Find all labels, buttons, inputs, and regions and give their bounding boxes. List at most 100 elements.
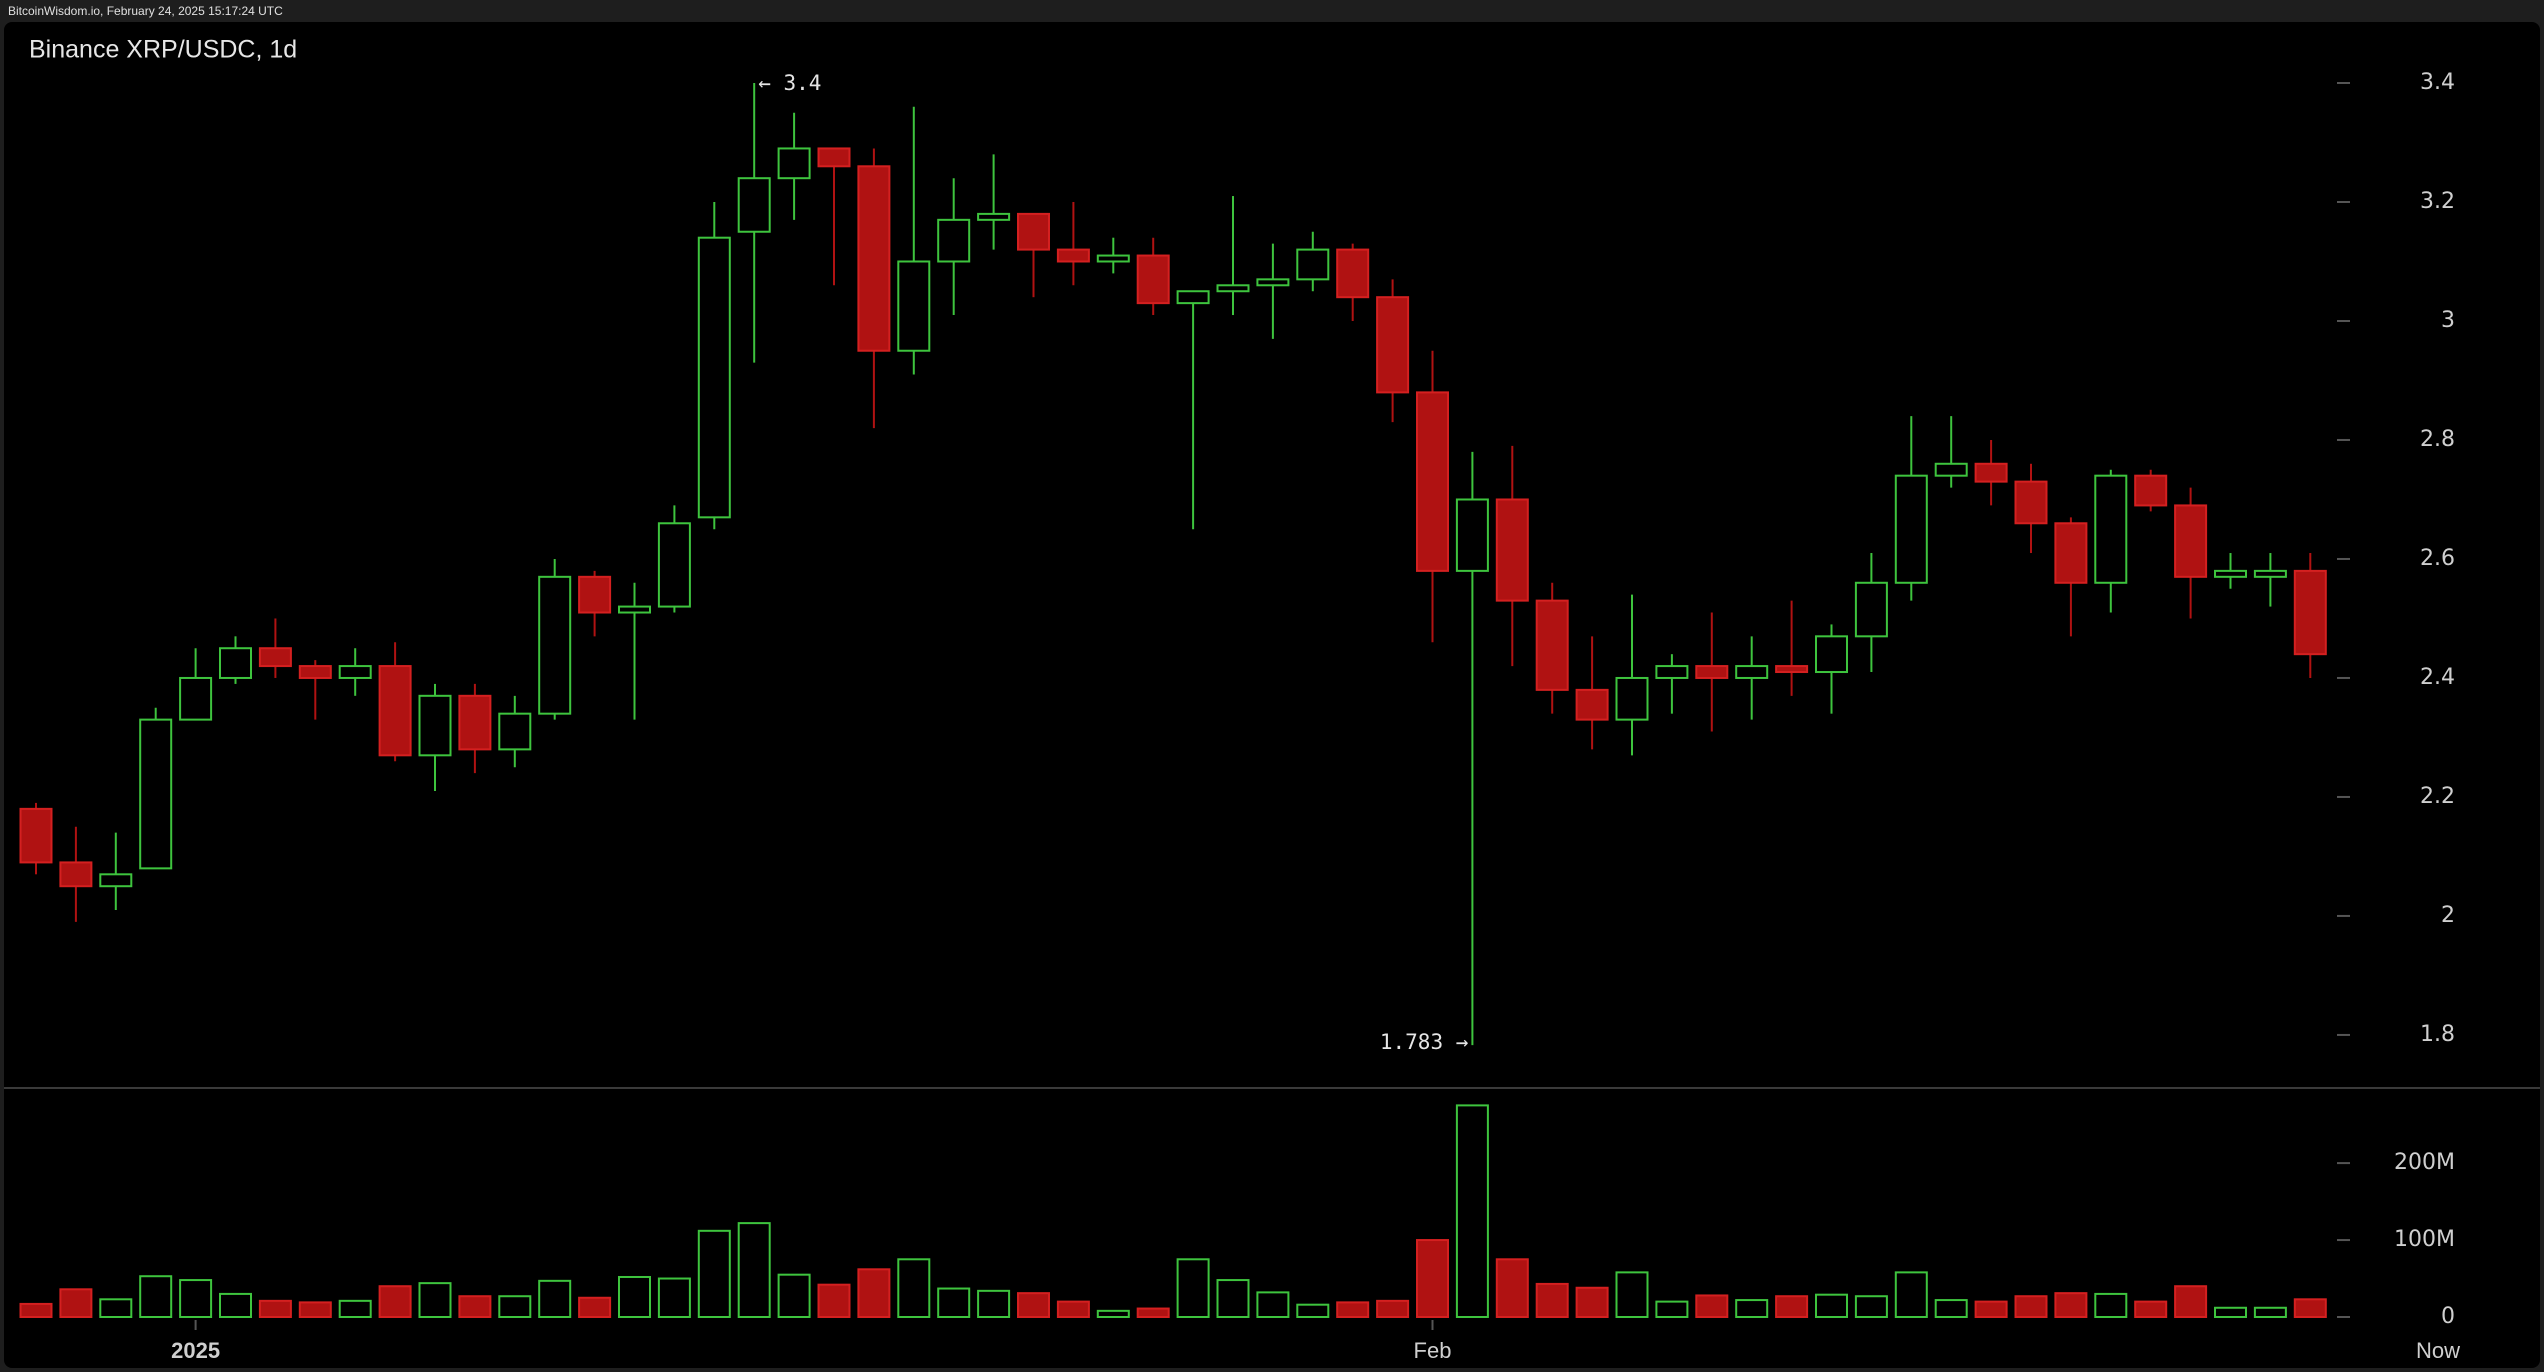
y-tick-label: 2.6 [2420,546,2455,571]
volume-bar [1974,1300,2008,1319]
candle-body [737,177,771,233]
volume-bar [1017,1292,1050,1318]
plot-background [4,22,2540,1368]
volume-bar [737,1222,771,1319]
volume-bar [977,1289,1011,1318]
volume-bar [418,1282,452,1318]
volume-bar [1296,1303,1330,1318]
candle-body [1056,248,1090,263]
volume-bar [19,1302,53,1319]
volume-bar [1894,1271,1928,1319]
volume-bar [817,1283,851,1319]
candle-body [1176,290,1210,305]
candle-body [179,676,213,721]
volume-bar [578,1296,612,1318]
candle-body [1017,212,1050,251]
now-label: Now [2416,1338,2460,1363]
volume-bar [338,1299,372,1319]
candle-body [937,218,971,263]
volume-bar [1455,1104,1489,1318]
candle-body [258,647,292,668]
candle-body [2014,480,2048,525]
header: BitcoinWisdom.io, February 24, 2025 15:1… [8,4,283,18]
volume-bar [1535,1282,1569,1318]
volume-bar [1934,1299,1968,1318]
volume-bar [219,1292,252,1319]
volume-bar [1056,1300,1090,1319]
candle-body [1416,391,1449,572]
candle-body [1455,498,1489,572]
volume-bar [1336,1301,1370,1318]
candle-body [1336,248,1370,299]
candle-body [1735,665,1769,679]
candle-body [977,212,1011,221]
candle-body [657,522,691,608]
volume-bar [1615,1271,1649,1319]
volume-bar [618,1275,651,1319]
low-annotation: 1.783 → [1380,1030,1469,1054]
volume-bar [697,1229,731,1318]
candle-body [1256,278,1290,287]
volume-bar [1136,1307,1170,1319]
volume-bar [777,1273,811,1319]
candle-body [458,694,492,751]
volume-bar [298,1301,332,1318]
volume-bar [2094,1292,2128,1319]
volume-bar [59,1288,93,1319]
volume-bar [179,1279,213,1319]
volume-bar [1096,1309,1130,1319]
candle-body [219,647,252,679]
volume-bar [2174,1285,2208,1318]
x-tick-label: 2025 [171,1338,220,1363]
y-tick-label: 1.8 [2420,1022,2455,1047]
candle-body [59,861,93,888]
volume-bar [258,1299,292,1319]
high-annotation: ← 3.4 [758,71,821,95]
candle-body [2293,569,2327,656]
volume-bar [1735,1299,1769,1318]
candle-body [1655,665,1689,679]
candle-body [1136,254,1170,305]
candle-body [2094,474,2128,584]
candle-body [298,665,332,679]
volume-bar [2293,1298,2327,1318]
candle-body [2253,569,2287,578]
volume-bar [1655,1300,1689,1319]
volume-bar [897,1258,931,1318]
volume-bar [1495,1258,1529,1318]
candle-body [1376,296,1410,394]
volume-bar [378,1285,412,1318]
candle-body [2174,504,2208,578]
candle-body [777,147,811,180]
candle-body [99,873,133,888]
y-tick-label: 3.2 [2420,189,2455,214]
candle-body [1615,676,1649,721]
candle-body [1575,688,1609,721]
y-tick-label: 3.4 [2420,70,2455,95]
candle-body [817,147,851,168]
candle-body [418,694,452,757]
y-tick-label: 2.8 [2420,427,2455,452]
volume-bar [2253,1306,2287,1319]
volume-bar [857,1268,891,1318]
candle-body [1096,254,1130,263]
candle-body [1216,284,1250,293]
volume-bar [1575,1286,1609,1318]
volume-bar [538,1279,572,1318]
volume-bar [1695,1294,1729,1318]
candle-body [1695,665,1729,679]
y-tick-label: 3 [2441,308,2455,333]
candle-body [1495,498,1529,602]
volume-bar [657,1277,691,1318]
volume-bar [1815,1293,1848,1318]
volume-bar [1854,1295,1888,1319]
volume-bar [2014,1295,2048,1319]
candle-body [1775,665,1809,674]
candle-body [578,575,612,614]
candle-body [498,712,532,751]
y-tick-label: 2.2 [2420,784,2455,809]
volume-bar [99,1298,133,1318]
candle-body [2134,474,2168,507]
y2-tick-label: 100M [2394,1227,2455,1252]
